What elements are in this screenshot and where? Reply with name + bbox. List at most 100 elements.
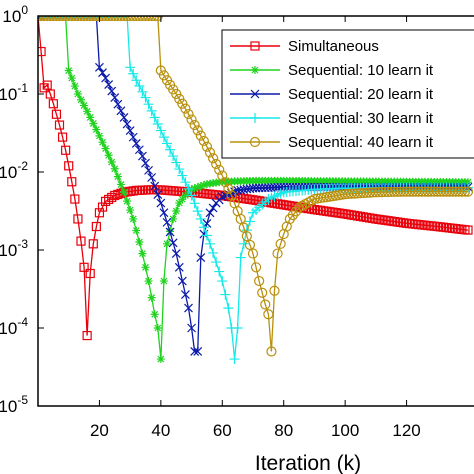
- legend: Simultaneous Sequential: 10 learn it Seque…: [221, 29, 474, 159]
- y-tick-label: 10-3: [0, 237, 28, 260]
- data-point: [116, 180, 125, 189]
- data-point: [181, 290, 190, 299]
- data-point: [241, 231, 252, 242]
- data-point: [198, 222, 209, 233]
- data-point: [204, 147, 216, 158]
- data-point: [169, 214, 178, 223]
- data-point: [48, 16, 59, 22]
- data-point: [238, 222, 249, 233]
- legend-marker: [250, 113, 260, 123]
- data-point: [39, 16, 50, 22]
- data-point: [97, 16, 108, 22]
- data-point: [144, 277, 153, 286]
- data-point: [116, 106, 126, 116]
- data-point: [138, 151, 147, 161]
- data-point: [77, 95, 85, 104]
- data-point: [141, 263, 150, 272]
- legend-label: Sequential: 20 learn it: [288, 86, 434, 103]
- data-point: [89, 119, 98, 128]
- data-point: [39, 83, 49, 93]
- data-point: [214, 164, 225, 175]
- data-point: [269, 285, 280, 296]
- data-point: [462, 186, 474, 197]
- data-point: [129, 214, 138, 223]
- data-point: [275, 238, 286, 249]
- data-point: [196, 182, 205, 191]
- data-point: [189, 198, 200, 209]
- x-tick-label: 80: [274, 421, 293, 440]
- data-point: [103, 16, 114, 22]
- data-point: [109, 16, 120, 22]
- data-point: [174, 262, 184, 272]
- series-5: [38, 16, 474, 357]
- data-point: [131, 75, 142, 86]
- data-point: [235, 213, 246, 225]
- data-point: [247, 248, 259, 259]
- data-point: [143, 16, 154, 22]
- data-point: [51, 16, 62, 22]
- data-point: [100, 16, 111, 22]
- data-point: [79, 262, 89, 272]
- y-tick-label: 10-1: [0, 81, 28, 104]
- data-point: [128, 132, 138, 142]
- data-point: [131, 139, 141, 148]
- data-point: [152, 16, 163, 22]
- data-point: [147, 293, 156, 302]
- data-point: [201, 141, 213, 152]
- data-point: [177, 276, 187, 286]
- data-point: [463, 225, 473, 235]
- data-point: [104, 151, 113, 160]
- series-1: [38, 16, 473, 341]
- data-point: [464, 178, 472, 187]
- data-point: [144, 165, 153, 175]
- data-point: [456, 186, 467, 197]
- legend-item-4: Sequential: 30 learn it: [230, 110, 434, 127]
- data-point: [140, 16, 151, 22]
- data-point: [78, 16, 90, 22]
- data-point: [67, 177, 77, 187]
- data-point: [153, 324, 162, 332]
- data-point: [67, 74, 76, 83]
- data-point: [272, 248, 283, 259]
- data-point: [134, 145, 144, 155]
- data-point: [42, 80, 52, 90]
- data-point: [165, 227, 175, 237]
- data-point: [143, 99, 154, 110]
- data-point: [214, 266, 225, 277]
- data-point: [70, 194, 80, 204]
- legend-item-2: Sequential: 10 learn it: [230, 62, 434, 79]
- data-point: [180, 103, 191, 114]
- data-point: [149, 112, 160, 123]
- data-point: [193, 183, 202, 192]
- data-point: [223, 303, 234, 314]
- data-point: [125, 16, 136, 22]
- data-point: [110, 164, 119, 173]
- data-point: [162, 217, 172, 227]
- data-point: [205, 238, 215, 249]
- data-point: [72, 16, 84, 22]
- data-point: [171, 249, 181, 258]
- data-point: [45, 89, 55, 99]
- data-point: [190, 184, 199, 193]
- data-point: [190, 347, 200, 356]
- legend-label: Simultaneous: [288, 38, 379, 55]
- data-point: [155, 125, 166, 136]
- data-point: [171, 157, 182, 168]
- data-point: [63, 16, 74, 22]
- data-point: [195, 130, 206, 141]
- data-point: [91, 221, 101, 232]
- data-point: [42, 16, 53, 22]
- y-tick-label: 10-4: [0, 315, 28, 338]
- data-point: [254, 275, 265, 287]
- data-point: [211, 158, 222, 170]
- data-point: [147, 173, 157, 182]
- data-point: [112, 16, 123, 22]
- data-point: [158, 132, 169, 143]
- data-point: [113, 99, 123, 109]
- data-point: [146, 16, 157, 22]
- series-2: [38, 16, 472, 364]
- data-point: [235, 252, 246, 263]
- series-4: [38, 16, 473, 365]
- data-point: [141, 158, 150, 168]
- data-point: [189, 119, 200, 131]
